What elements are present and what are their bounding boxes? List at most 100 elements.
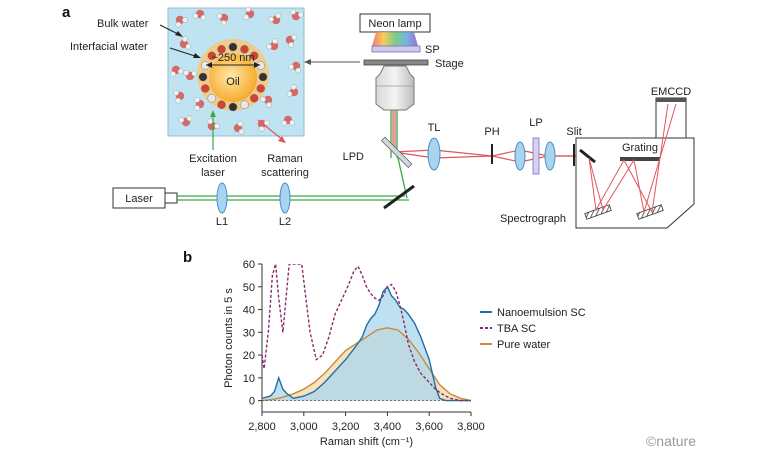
l2-label: L2 bbox=[279, 216, 291, 228]
interfacial-molecule bbox=[198, 72, 208, 82]
stage bbox=[363, 59, 429, 66]
raman-label-1: Raman bbox=[267, 153, 302, 165]
panel-b: b 0 10 20 30 40 50 60 2,800 3,000 3,200 3,400 3,600… bbox=[183, 249, 696, 449]
raman-arrowhead bbox=[278, 136, 286, 143]
lens-lp-2 bbox=[544, 141, 556, 171]
water-molecule bbox=[285, 34, 298, 48]
lens-l2 bbox=[279, 182, 291, 214]
oil-droplet bbox=[209, 54, 257, 102]
water-molecule bbox=[207, 118, 220, 131]
x-axis-label: Raman shift (cm⁻¹) bbox=[320, 436, 413, 448]
raman-arrow bbox=[257, 119, 284, 141]
l1-label: L1 bbox=[216, 216, 228, 228]
x-tick-label: 3,400 bbox=[374, 421, 402, 433]
interfacial-molecule bbox=[207, 51, 216, 60]
lamp-light bbox=[372, 32, 418, 46]
y-tick-label: 20 bbox=[243, 350, 255, 362]
water-molecule bbox=[178, 115, 193, 127]
excitation-label-2: laser bbox=[201, 167, 225, 179]
interfacial-molecule bbox=[250, 51, 259, 60]
interfacial-water-arrow bbox=[169, 47, 199, 58]
interfacial-molecule bbox=[207, 94, 216, 103]
interfacial-molecules bbox=[198, 42, 268, 112]
bulk-water-arrowhead bbox=[175, 31, 183, 37]
interfacial-water-arrowhead bbox=[193, 53, 201, 58]
size-arrow-right bbox=[254, 62, 260, 68]
concave-mirror-2 bbox=[636, 204, 664, 220]
water-molecule bbox=[179, 36, 192, 50]
water-molecule bbox=[173, 90, 185, 104]
emccd-box bbox=[655, 97, 687, 139]
nature-credit: ©nature bbox=[646, 433, 696, 449]
water-molecule bbox=[260, 95, 273, 108]
nanoemulsion-sc-line bbox=[262, 285, 471, 402]
interfacial-molecule bbox=[240, 45, 249, 54]
interfacial-water-label: Interfacial water bbox=[70, 41, 148, 53]
water-molecule bbox=[281, 115, 296, 127]
lens-lp-1 bbox=[514, 141, 526, 171]
bulk-water-label: Bulk water bbox=[97, 18, 149, 30]
slit-label: Slit bbox=[566, 126, 581, 138]
raman-chart: 0 10 20 30 40 50 60 2,800 3,000 3,200 3,400 3,600 3,… bbox=[223, 259, 586, 448]
water-molecules bbox=[170, 6, 304, 135]
sample-plate bbox=[371, 45, 421, 53]
sp-label: SP bbox=[425, 44, 440, 56]
interfacial-molecule bbox=[250, 94, 259, 103]
nanoemulsion-sc-area bbox=[262, 286, 471, 401]
panel-a: a ~250 nm Oil Bulk water Interfacial wat… bbox=[62, 4, 695, 229]
zoom-pointer-head bbox=[304, 59, 311, 65]
spectrograph-mirror bbox=[579, 148, 596, 164]
grating-label: Grating bbox=[622, 142, 658, 154]
interfacial-molecule bbox=[258, 72, 268, 82]
emccd-sensor bbox=[656, 98, 686, 102]
water-molecule bbox=[243, 6, 255, 20]
emccd-label: EMCCD bbox=[651, 86, 691, 98]
lens-tl bbox=[427, 137, 441, 171]
y-tick-label: 60 bbox=[243, 259, 255, 271]
panel-b-label: b bbox=[183, 249, 192, 266]
water-molecule bbox=[266, 38, 279, 51]
interfacial-molecule bbox=[217, 45, 226, 54]
stage-label: Stage bbox=[435, 58, 464, 70]
spectrograph-beams bbox=[588, 103, 677, 214]
water-molecule bbox=[233, 120, 245, 135]
y-tick-label: 50 bbox=[243, 282, 255, 294]
legend-label-nanoemulsion-sc: Nanoemulsion SC bbox=[497, 307, 586, 319]
water-molecule bbox=[170, 65, 184, 77]
legend-label-pure-water: Pure water bbox=[497, 339, 551, 351]
x-tick-label: 3,000 bbox=[290, 421, 318, 433]
x-tick-label: 3,600 bbox=[415, 421, 443, 433]
laser-label: Laser bbox=[125, 193, 153, 205]
interfacial-molecule bbox=[256, 84, 265, 93]
water-molecule bbox=[192, 9, 207, 21]
x-tick-label: 3,800 bbox=[457, 421, 485, 433]
size-label: ~250 nm bbox=[211, 52, 254, 64]
water-molecule bbox=[288, 61, 302, 74]
lpd-label: LPD bbox=[343, 151, 364, 163]
water-molecule bbox=[194, 97, 205, 111]
y-axis-label: Photon counts in 5 s bbox=[223, 288, 235, 388]
plot-area bbox=[262, 264, 471, 402]
y-tick-label: 30 bbox=[243, 327, 255, 339]
laser-aperture bbox=[164, 192, 178, 204]
neon-lamp-label: Neon lamp bbox=[368, 18, 421, 30]
interfacial-molecule bbox=[201, 84, 210, 93]
long-pass-filter bbox=[532, 137, 540, 175]
tba-sc-line bbox=[262, 264, 471, 402]
spectrograph-label: Spectrograph bbox=[500, 213, 566, 225]
x-tick-label: 3,200 bbox=[332, 421, 360, 433]
water-molecule bbox=[268, 12, 282, 25]
raman-label-2: scattering bbox=[261, 167, 309, 179]
lens-l1 bbox=[216, 182, 228, 214]
size-arrow-left bbox=[206, 62, 212, 68]
panel-a-label: a bbox=[62, 4, 71, 21]
water-molecule bbox=[175, 15, 188, 28]
lp-label: LP bbox=[529, 117, 542, 129]
fold-mirror bbox=[383, 184, 415, 210]
interfacial-molecule bbox=[217, 100, 226, 109]
tl-label: TL bbox=[428, 122, 441, 134]
water-molecule bbox=[286, 84, 299, 97]
x-tick-label: 2,800 bbox=[248, 421, 276, 433]
oil-label: Oil bbox=[226, 76, 239, 88]
